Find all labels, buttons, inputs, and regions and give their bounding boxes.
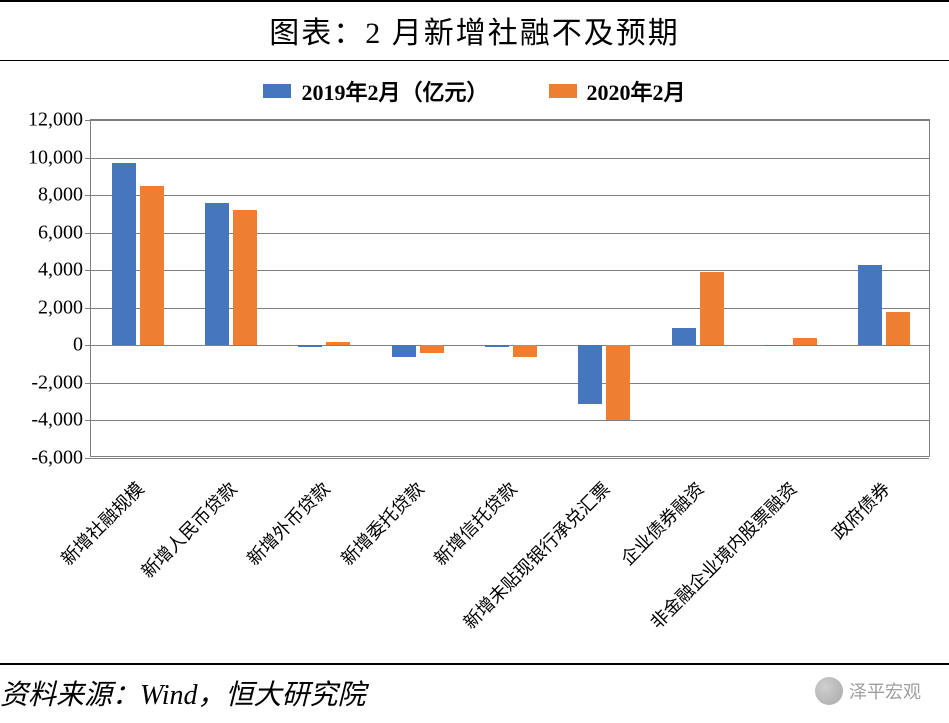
- grid-line: [91, 345, 929, 346]
- y-tick-mark: [85, 308, 91, 309]
- source-line: 资料来源：Wind，恒大研究院: [0, 663, 949, 713]
- bar: [858, 265, 882, 346]
- grid-line: [91, 458, 929, 459]
- grid-line: [91, 420, 929, 421]
- y-tick-label: 6,000: [38, 221, 83, 244]
- y-tick-mark: [85, 158, 91, 159]
- bar: [513, 345, 537, 356]
- grid-line: [91, 383, 929, 384]
- y-tick-mark: [85, 233, 91, 234]
- bar: [140, 186, 164, 346]
- y-tick-label: 8,000: [38, 184, 83, 207]
- y-tick-label: 12,000: [28, 109, 83, 132]
- y-tick-mark: [85, 195, 91, 196]
- y-tick-label: 10,000: [28, 146, 83, 169]
- bar: [205, 203, 229, 346]
- bar: [700, 272, 724, 345]
- x-category-label: 新增外币贷款: [241, 476, 336, 571]
- legend-label-2020: 2020年2月: [587, 75, 686, 107]
- y-tick-label: -4,000: [31, 409, 83, 432]
- x-category-label: 新增信托贷款: [427, 476, 522, 571]
- y-tick-mark: [85, 270, 91, 271]
- grid-line: [91, 158, 929, 159]
- wechat-icon: [815, 677, 843, 705]
- x-category-label: 新增社融规模: [54, 476, 149, 571]
- watermark-text: 泽平宏观: [849, 678, 921, 704]
- grid-line: [91, 120, 929, 121]
- legend-item-2019: 2019年2月（亿元）: [263, 75, 488, 107]
- x-category-label: 新增人民币贷款: [135, 476, 242, 583]
- bar: [793, 338, 817, 346]
- legend-item-2020: 2020年2月: [549, 75, 686, 107]
- y-tick-mark: [85, 345, 91, 346]
- legend-swatch-2020: [549, 84, 577, 98]
- bar: [886, 312, 910, 346]
- bar: [765, 345, 789, 346]
- y-tick-label: -2,000: [31, 371, 83, 394]
- y-tick-mark: [85, 383, 91, 384]
- y-tick-mark: [85, 458, 91, 459]
- x-category-label: 政府债券: [826, 476, 895, 545]
- legend-label-2019: 2019年2月（亿元）: [301, 75, 488, 107]
- bar: [326, 342, 350, 346]
- chart-frame: 图表：2 月新增社融不及预期 2019年2月（亿元） 2020年2月 -6,00…: [0, 0, 949, 723]
- watermark: 泽平宏观: [815, 677, 921, 705]
- bar: [672, 328, 696, 345]
- bar: [485, 345, 509, 347]
- bar: [392, 345, 416, 356]
- x-category-label: 新增委托贷款: [334, 476, 429, 571]
- y-tick-mark: [85, 120, 91, 121]
- bar: [606, 345, 630, 420]
- y-tick-label: -6,000: [31, 447, 83, 470]
- legend-swatch-2019: [263, 84, 291, 98]
- y-tick-label: 2,000: [38, 296, 83, 319]
- bar: [578, 345, 602, 403]
- y-tick-label: 4,000: [38, 259, 83, 282]
- grid-line: [91, 195, 929, 196]
- bar: [112, 163, 136, 345]
- legend: 2019年2月（亿元） 2020年2月: [0, 61, 949, 111]
- y-tick-label: 0: [73, 334, 83, 357]
- y-tick-mark: [85, 420, 91, 421]
- chart-area: 2019年2月（亿元） 2020年2月 -6,000-4,000-2,00002…: [0, 61, 949, 661]
- bar: [420, 345, 444, 353]
- chart-title: 图表：2 月新增社融不及预期: [0, 0, 949, 61]
- bar: [233, 210, 257, 345]
- x-category-label: 企业债券融资: [614, 476, 709, 571]
- plot-box: -6,000-4,000-2,00002,0004,0006,0008,0001…: [90, 119, 930, 457]
- bar: [298, 345, 322, 347]
